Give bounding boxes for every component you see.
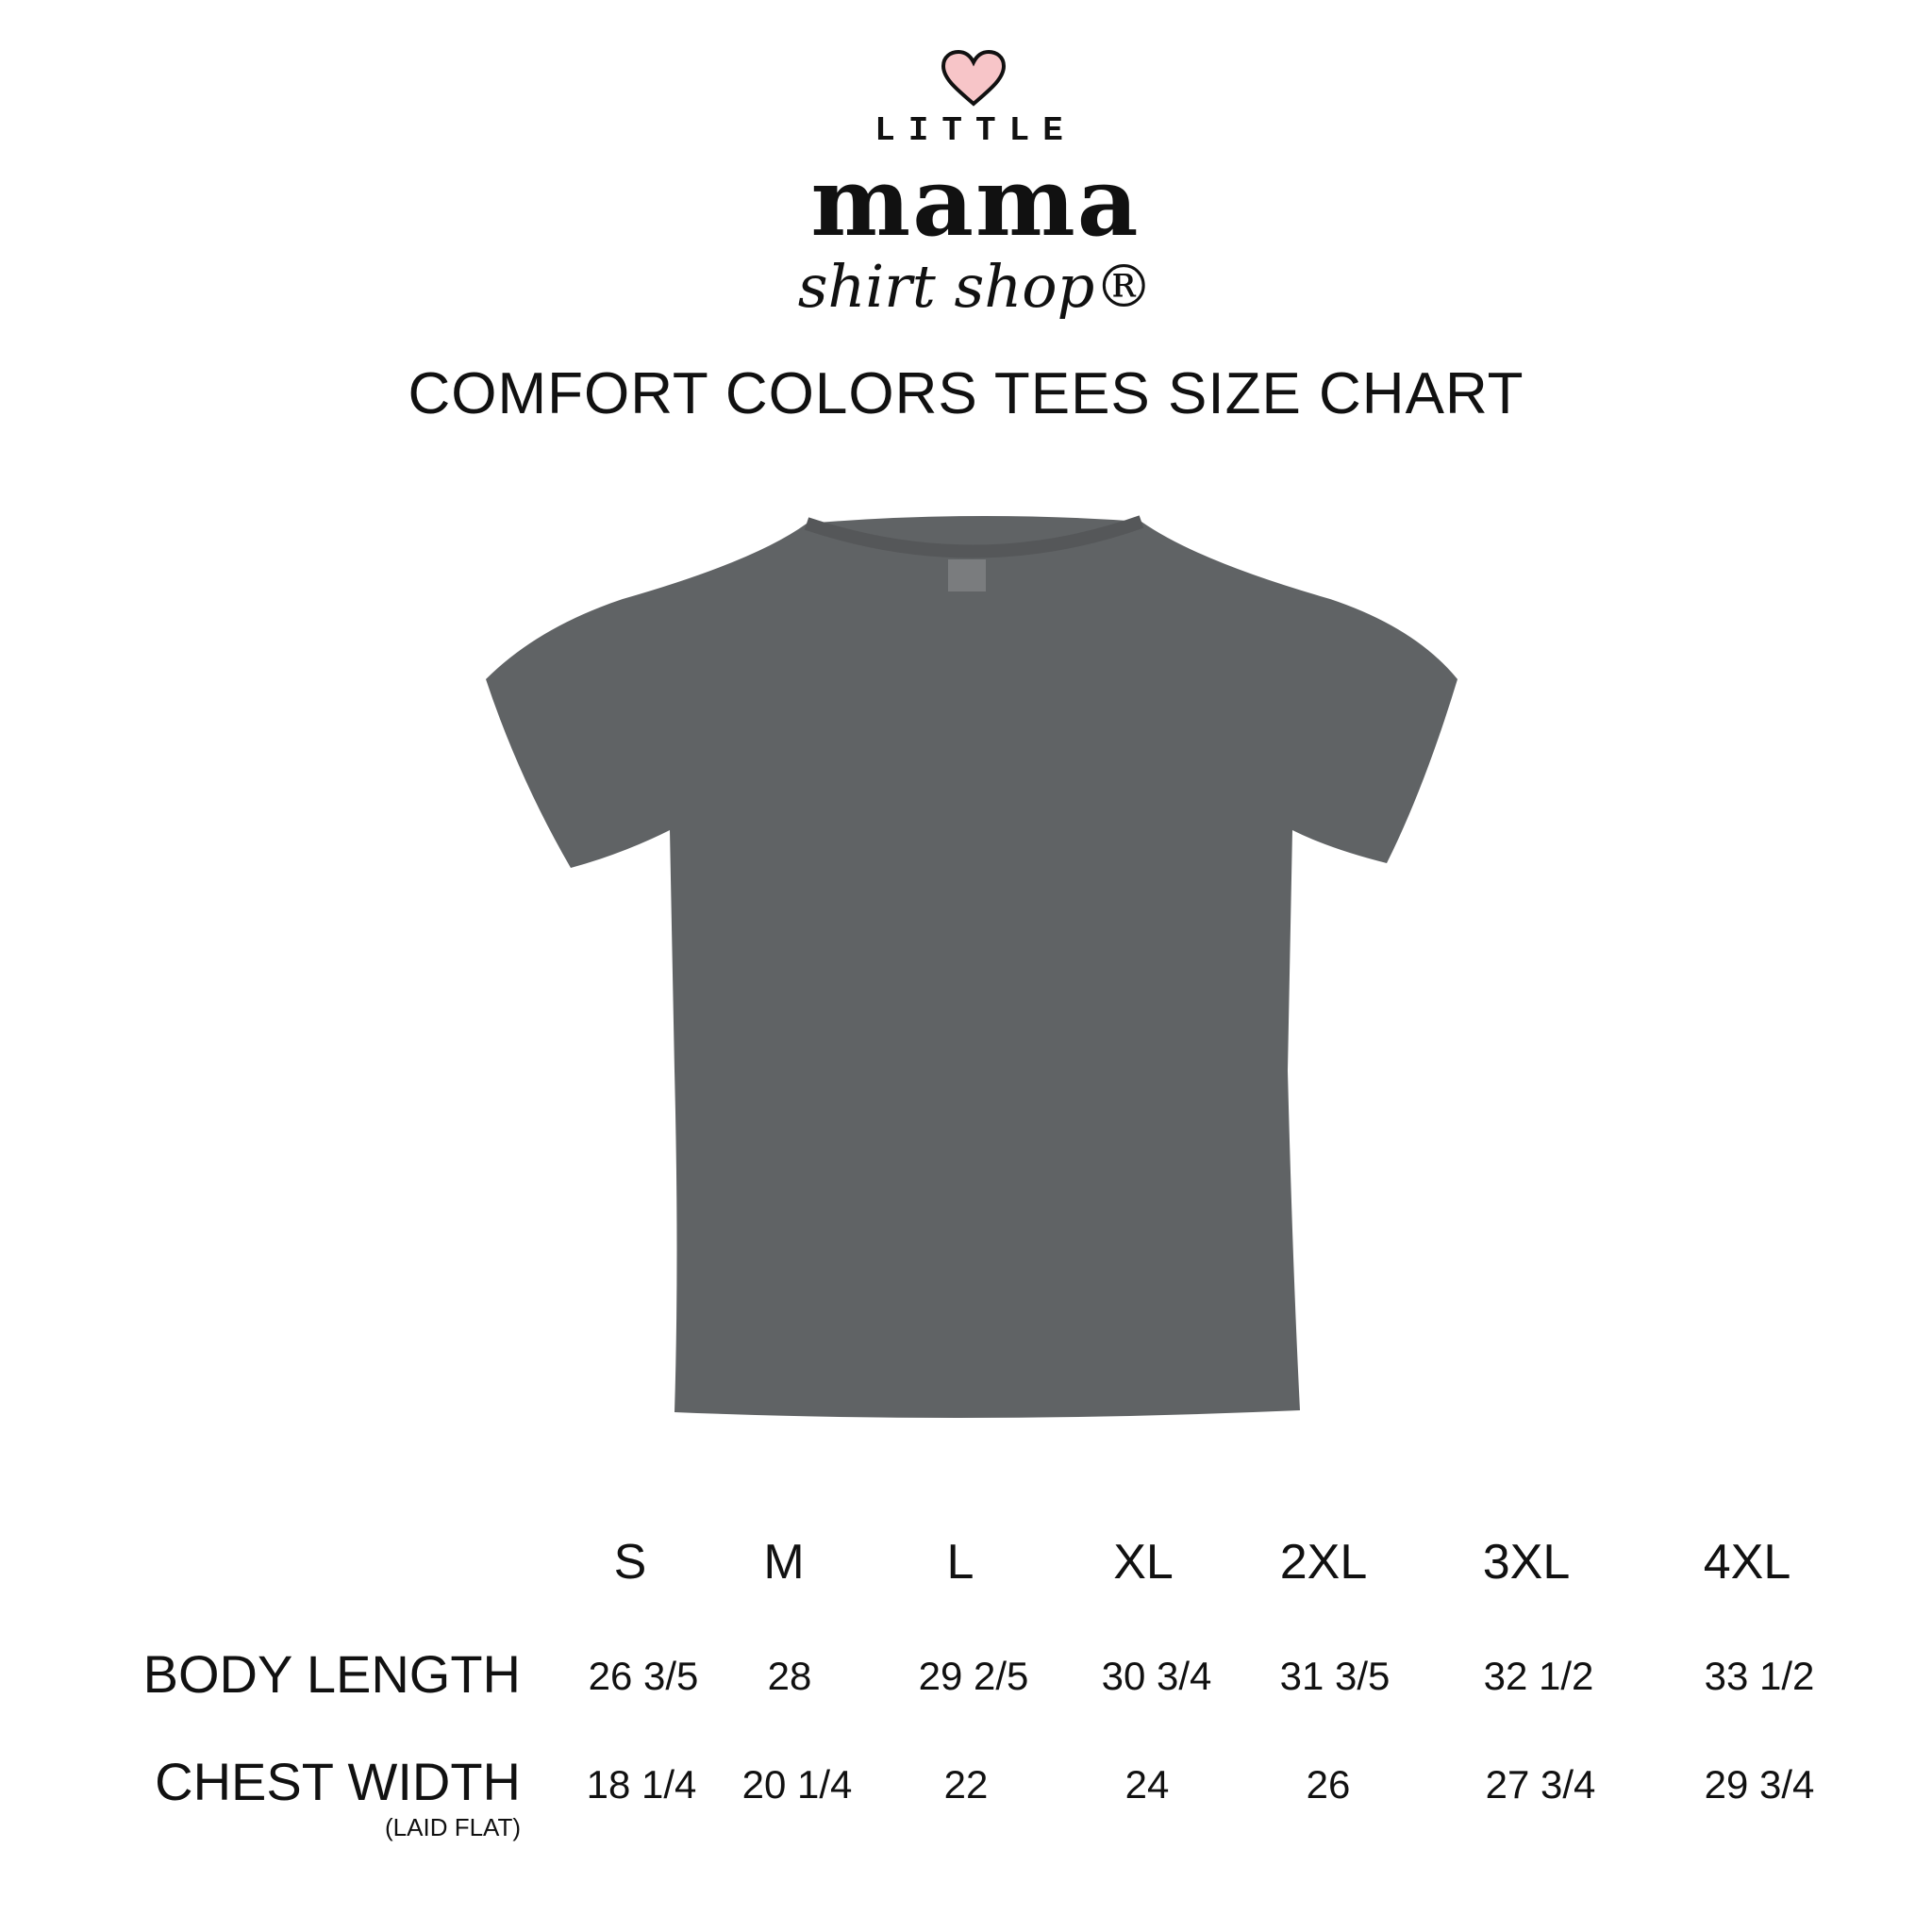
heart-icon bbox=[941, 49, 1007, 107]
logo-shirt-shop: shirt shop® bbox=[797, 252, 1154, 321]
size-header-4xl: 4XL bbox=[1703, 1535, 1791, 1590]
size-header-l: L bbox=[946, 1535, 974, 1590]
tshirt-image bbox=[486, 515, 1457, 1419]
cell: 26 bbox=[1306, 1762, 1351, 1807]
logo-mama: mama bbox=[810, 146, 1141, 258]
cell: 22 bbox=[943, 1762, 989, 1807]
cell: 24 bbox=[1124, 1762, 1170, 1807]
row-label-chest-width: CHEST WIDTH bbox=[155, 1752, 521, 1811]
row-note-laid-flat: (LAID FLAT) bbox=[385, 1813, 521, 1841]
size-header-2xl: 2XL bbox=[1279, 1535, 1368, 1590]
size-header-m: M bbox=[763, 1535, 805, 1590]
size-header-3xl: 3XL bbox=[1482, 1535, 1571, 1590]
cell: 33 1/2 bbox=[1704, 1654, 1815, 1698]
cell: 28 bbox=[767, 1654, 812, 1698]
cell: 32 1/2 bbox=[1483, 1654, 1594, 1698]
cell: 18 1/4 bbox=[586, 1762, 697, 1807]
cell: 30 3/4 bbox=[1101, 1654, 1212, 1698]
logo-little: LITTLE bbox=[874, 111, 1076, 150]
cell: 29 2/5 bbox=[918, 1654, 1029, 1698]
row-label-body-length: BODY LENGTH bbox=[142, 1644, 521, 1704]
size-header-xl: XL bbox=[1113, 1535, 1174, 1590]
size-header-s: S bbox=[613, 1535, 647, 1590]
cell: 27 3/4 bbox=[1485, 1762, 1596, 1807]
page-title: COMFORT COLORS TEES SIZE CHART bbox=[408, 361, 1524, 426]
cell: 26 3/5 bbox=[588, 1654, 699, 1698]
cell: 31 3/5 bbox=[1279, 1654, 1391, 1698]
cell: 29 3/4 bbox=[1704, 1762, 1815, 1807]
cell: 20 1/4 bbox=[741, 1762, 853, 1807]
